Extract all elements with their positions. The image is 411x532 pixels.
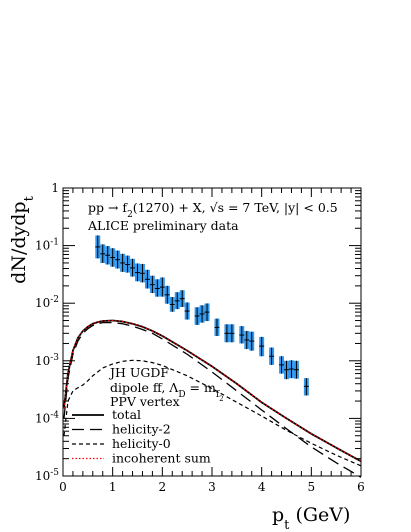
- series-line-helicity-0: [63, 359, 362, 467]
- model-line-1: JH UGDF: [108, 365, 169, 380]
- data-point: [279, 356, 285, 374]
- data-point: [120, 253, 126, 272]
- x-tick-label: 4: [258, 480, 266, 494]
- legend-label: helicity-2: [112, 422, 171, 437]
- data-point: [144, 269, 150, 289]
- data-point: [130, 258, 136, 277]
- data-point: [269, 347, 275, 365]
- x-tick-label: 3: [208, 480, 216, 494]
- data-point: [303, 378, 309, 396]
- y-tick-label: 1: [51, 181, 59, 195]
- data-point: [149, 275, 155, 294]
- data-point: [239, 326, 245, 344]
- x-tick-label: 1: [109, 480, 117, 494]
- x-tick-label: 5: [308, 480, 316, 494]
- y-tick-label: 10-2: [35, 295, 59, 310]
- series-line-incoherent-sum: [63, 319, 362, 462]
- curves-layer: [63, 319, 362, 478]
- data-point: [154, 279, 160, 297]
- data-point: [159, 277, 165, 297]
- data-point: [249, 331, 255, 351]
- data-point: [214, 318, 220, 336]
- legend-label: helicity-0: [112, 436, 171, 451]
- data-point: [224, 324, 230, 343]
- model-line-3: PPV vertex: [110, 394, 180, 409]
- data-point: [110, 248, 116, 267]
- data-layer: [95, 235, 309, 396]
- data-point: [293, 360, 299, 379]
- data-annotation: ALICE preliminary data: [87, 218, 239, 233]
- data-point: [169, 297, 175, 312]
- x-tick-label: 6: [357, 480, 365, 494]
- data-point: [184, 302, 190, 320]
- data-point: [135, 263, 140, 282]
- data-point: [139, 263, 145, 283]
- data-point: [164, 285, 170, 304]
- data-point: [95, 235, 101, 259]
- data-point: [199, 305, 205, 323]
- data-point: [204, 303, 210, 322]
- data-point: [244, 330, 250, 350]
- y-tick-label: 10-5: [35, 468, 59, 483]
- ticks-layer: [62, 187, 362, 477]
- x-tick-label: 0: [59, 480, 67, 494]
- y-axis-title: dN/dydpt: [8, 195, 37, 283]
- data-point: [125, 255, 131, 273]
- data-point: [288, 360, 294, 379]
- data-point: [105, 246, 111, 265]
- y-tick-label: 10-1: [35, 238, 59, 253]
- x-axis-title: pt (GeV): [272, 504, 350, 532]
- data-point: [100, 244, 106, 263]
- x-tick-label: 2: [159, 480, 167, 494]
- data-point: [115, 250, 121, 269]
- process-annotation: pp → f2(1270) + X, √s = 7 TeV, |y| < 0.5: [88, 200, 338, 220]
- data-point: [194, 307, 200, 325]
- y-tick-label: 10-3: [35, 353, 59, 368]
- data-point: [229, 324, 235, 343]
- data-point: [284, 360, 289, 380]
- legend-label: total: [112, 407, 141, 422]
- series-line-helicity-2: [63, 321, 362, 478]
- legend-label: incoherent sum: [112, 451, 211, 466]
- data-point: [179, 290, 185, 307]
- data-point: [174, 292, 180, 310]
- data-point: [259, 336, 265, 357]
- y-tick-label: 10-4: [35, 410, 59, 425]
